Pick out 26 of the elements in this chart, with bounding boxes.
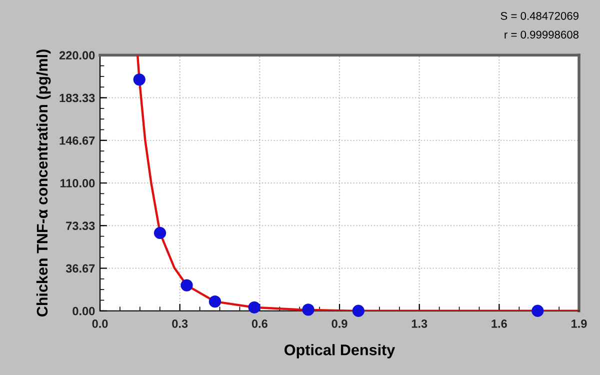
point [352,304,364,317]
point [208,296,222,308]
point [248,301,260,314]
text: S = 0.48472069 [500,12,578,20]
y-axis-title: Chicken TNF-α concentration (pg/ml) [36,50,51,316]
point [133,73,146,86]
x-tick-label: 1.6 [492,320,507,328]
y-tick-label: 146.67 [60,136,95,145]
x-tick-label: 0.6 [252,320,268,328]
point [154,226,166,240]
y-tick-label: 183.33 [60,94,95,102]
x-tick-label: 1.9 [572,320,587,328]
point [532,304,544,317]
x-tick-label: 0.3 [172,320,188,328]
x-tick-label: 1.3 [412,320,428,328]
text: r = 0.99998608 [504,30,579,39]
y-tick-label: 73.33 [66,222,95,230]
point [180,279,193,292]
y-tick-label: 110.00 [60,179,95,188]
point [302,304,314,316]
y-tick-label: 0.00 [72,306,95,316]
x-tick-label: 0.0 [92,320,108,328]
x-tick-label: 0.9 [332,320,348,328]
y-tick-label: 36.67 [66,264,95,273]
y-tick-label: 220.00 [59,51,95,60]
x-axis-title: Optical Density [284,344,396,358]
